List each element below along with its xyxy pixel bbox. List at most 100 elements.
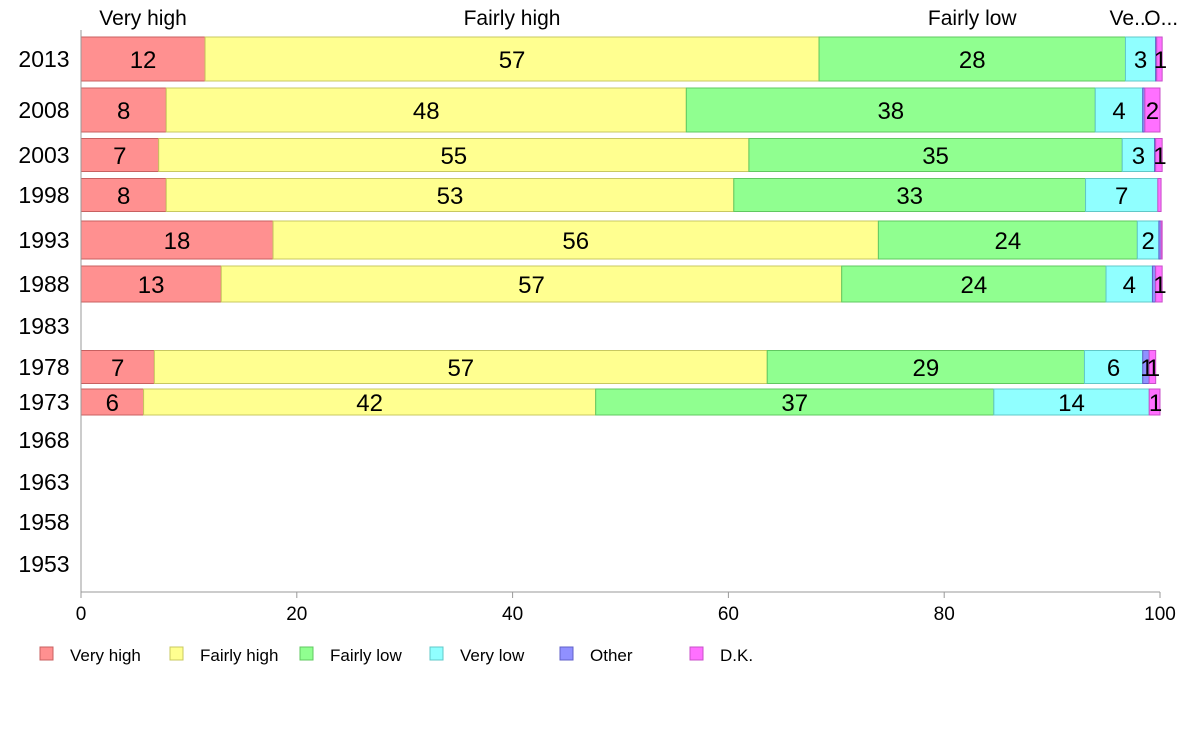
data-label: 8 [117,183,130,210]
bar-1988-fairly-low [841,265,1107,303]
legend-swatch [39,646,54,661]
year-label-1973: 1973 [18,389,69,415]
data-label: 3 [1134,47,1147,74]
year-label-1993: 1993 [18,227,69,253]
data-label: 13 [138,272,165,299]
top-label-2: Fairly low [928,7,1018,30]
data-label: 28 [959,47,986,74]
bar-row-2003: 7 55 35 3 1 [80,138,1167,172]
bar-1978-fairly-low [766,350,1085,384]
legend-swatch [689,646,704,661]
x-tick-label: 20 [286,604,307,625]
bar-1998-d-k [1157,178,1162,212]
top-label-4: O... [1144,7,1178,30]
legend-swatch [429,646,444,661]
y-axis-labels: 2013 2008 2003 1998 1993 1988 1983 1978 1973 1968… [18,46,69,577]
legend-swatch [169,646,184,661]
bar-row-1988: 13 57 24 4 1 [80,265,1167,303]
top-labels: Very high Fairly high Fairly low Ve...O... [99,7,1178,30]
bar-2008-very-high [80,87,167,133]
year-label-1998: 1998 [18,182,69,208]
data-label: 7 [1115,183,1128,210]
bar-2013-fairly-high [204,36,820,82]
data-label: 3 [1132,143,1145,170]
bar-1993-very-high [80,220,274,260]
top-label-1: Fairly high [464,7,561,30]
data-label: 48 [413,98,440,125]
bar-1998-very-low [1085,178,1159,212]
legend-item-fairly-high: Fairly high [169,646,278,665]
bar-row-1998: 8 53 33 7 [80,178,1162,212]
legend-item-very-low: Very low [429,646,525,665]
bar-2003-fairly-high [158,138,750,172]
x-tick-label: 40 [502,604,523,625]
bar-1973-d-k [1148,388,1161,416]
bar-row-2008: 8 48 38 4 2 [80,87,1161,133]
bar-row-2013: 12 57 28 3 1 [80,36,1167,82]
data-label: 57 [518,272,545,299]
legend-label: Other [590,646,633,665]
bar-1978-d-k [1148,350,1157,384]
data-label: 6 [106,390,119,417]
data-label: 1 [1153,143,1166,170]
legend: Very high Fairly high Fairly low Very low Ot… [39,646,753,665]
data-label: 55 [440,143,467,170]
data-label: 29 [913,355,940,382]
data-label: 35 [922,143,949,170]
bar-1993-d-k [1160,220,1163,260]
data-label: 8 [117,98,130,125]
year-label-2008: 2008 [18,97,69,123]
bar-1973-very-low [993,388,1150,416]
year-label-1963: 1963 [18,469,69,495]
data-label: 57 [499,47,526,74]
data-label: 1 [1149,390,1162,417]
data-label: 2 [1146,98,1159,125]
bar-1988-very-low [1105,265,1153,303]
data-label: 12 [130,47,157,74]
legend-swatch [559,646,574,661]
year-label-1953: 1953 [18,551,69,577]
data-label: 7 [113,143,126,170]
data-label: 42 [356,390,383,417]
x-tick-label: 60 [718,604,739,625]
bar-1993-fairly-high [272,220,879,260]
bar-2008-fairly-low [685,87,1096,133]
data-label: 38 [877,98,904,125]
top-label-0: Very high [99,7,187,30]
bar-1973-fairly-low [595,388,995,416]
year-label-1978: 1978 [18,354,69,380]
bar-2008-fairly-high [165,87,687,133]
bar-1978-very-low [1083,350,1144,384]
legend-item-very-high: Very high [39,646,141,665]
data-label: 24 [961,272,988,299]
bar-2003-very-low [1121,138,1156,172]
year-label-1968: 1968 [18,427,69,453]
x-tick-label: 80 [934,604,955,625]
data-label: 14 [1058,390,1085,417]
year-label-1983: 1983 [18,313,69,339]
data-label: 4 [1123,272,1136,299]
bar-2003-fairly-low [748,138,1123,172]
legend-label: Fairly high [200,646,278,665]
data-label: 2 [1141,228,1154,255]
legend-label: Very high [70,646,141,665]
legend-label: D.K. [720,646,753,665]
bar-1988-fairly-high [220,265,843,303]
data-label: 6 [1107,355,1120,382]
bar-row-1978: 7 57 29 6 11 [80,350,1160,384]
data-label: 18 [164,228,191,255]
x-tick-label: 100 [1144,604,1176,625]
bar-row-1993: 18 56 24 2 [80,220,1163,260]
data-label: 33 [896,183,923,210]
top-label-3: Ve... [1110,7,1152,30]
legend-label: Very low [460,646,525,665]
data-label: 57 [447,355,474,382]
bar-1978-very-high [80,350,155,384]
bar-2013-d-k [1156,36,1163,82]
data-label: 24 [995,228,1022,255]
data-label: 1 [1147,355,1160,382]
legend-item-fairly-low: Fairly low [299,646,403,665]
bar-2003-very-high [80,138,160,172]
data-label: 53 [437,183,464,210]
